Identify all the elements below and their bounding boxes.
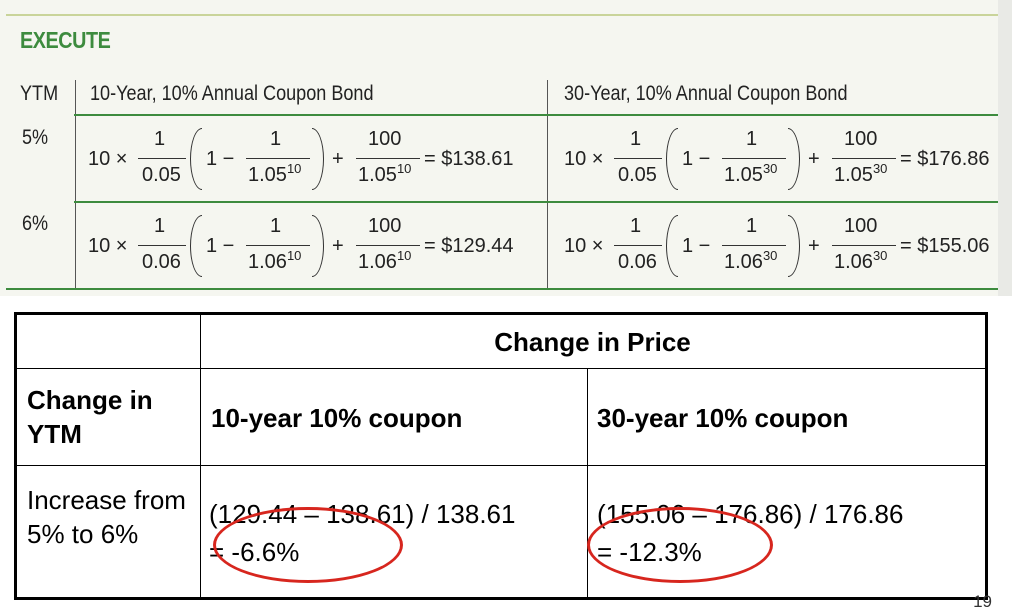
- left-paren: [666, 215, 678, 277]
- row-label: Increase from 5% to 6%: [27, 485, 186, 549]
- left-paren: [190, 128, 202, 190]
- plus-sign: +: [332, 235, 344, 257]
- fraction-bar: [614, 158, 662, 159]
- face-value: 100: [844, 128, 878, 150]
- fraction-numerator: 1: [270, 128, 282, 150]
- section-title: EXECUTE: [20, 27, 111, 53]
- page-edge: [998, 0, 1012, 296]
- discount-denominator: 1.0630: [834, 248, 888, 273]
- plus-sign: +: [332, 148, 344, 170]
- face-value: 100: [368, 128, 402, 150]
- change-in-price-table: Change in Price Change in YTM 10-year 10…: [14, 312, 988, 600]
- rate-denominator: 0.05: [618, 164, 657, 186]
- row-divider: [17, 465, 985, 466]
- face-value: 100: [368, 215, 402, 237]
- right-paren: [788, 215, 800, 277]
- discount-denominator: 1.0510: [358, 161, 412, 186]
- face-value: 100: [844, 215, 878, 237]
- col-divider: [587, 368, 588, 597]
- row-rule: [74, 201, 998, 203]
- row-header: Change in YTM: [27, 385, 153, 449]
- bond-price-formula: 10 × 1 0.05 1 − 1 1.0530 +100 1.0530 = $176.86: [562, 118, 1007, 204]
- discount-denominator: 1.0630: [724, 248, 778, 273]
- discount-denominator: 1.0610: [358, 248, 412, 273]
- bottom-rule: [6, 288, 998, 290]
- fraction-bar: [246, 245, 310, 246]
- left-paren: [666, 128, 678, 190]
- col-header-10yr: 10-year 10% coupon: [211, 403, 463, 433]
- fraction-bar: [614, 245, 662, 246]
- ytm-value: 6%: [22, 212, 49, 235]
- bond-price-formula: 10 × 1 0.06 1 − 1 1.0630 +100 1.0630 = $155.06: [562, 205, 1007, 291]
- fraction-bar: [246, 158, 310, 159]
- one-minus: 1 −: [206, 235, 235, 257]
- column-divider: [75, 80, 76, 290]
- fraction-numerator: 1: [154, 215, 166, 237]
- rate-denominator: 0.06: [618, 251, 657, 273]
- coupon-coefficient: 10 ×: [564, 148, 604, 170]
- bond30-header: 30-Year, 10% Annual Coupon Bond: [564, 82, 848, 105]
- col-divider: [200, 315, 201, 597]
- fraction-numerator: 1: [746, 128, 758, 150]
- right-paren: [312, 128, 324, 190]
- bond-price-formula: 10 × 1 0.06 1 − 1 1.0610 +100 1.0610 = $129.44: [86, 205, 541, 291]
- right-paren: [312, 215, 324, 277]
- group-header: Change in Price: [494, 327, 691, 357]
- discount-denominator: 1.0510: [248, 161, 302, 186]
- fraction-numerator: 1: [630, 215, 642, 237]
- header-rule: [74, 114, 998, 116]
- row-divider: [17, 368, 985, 369]
- col-header-30yr: 30-year 10% coupon: [597, 403, 849, 433]
- fraction-numerator: 1: [154, 128, 166, 150]
- column-divider: [547, 80, 548, 290]
- one-minus: 1 −: [206, 148, 235, 170]
- discount-denominator: 1.0530: [834, 161, 888, 186]
- price-result: = $155.06: [900, 235, 990, 257]
- ytm-value: 5%: [22, 126, 49, 149]
- fraction-numerator: 1: [270, 215, 282, 237]
- fraction-bar: [356, 245, 420, 246]
- page-number: 19: [973, 592, 992, 611]
- rate-denominator: 0.05: [142, 164, 181, 186]
- bond10-header: 10-Year, 10% Annual Coupon Bond: [90, 82, 374, 105]
- top-rule: [6, 14, 998, 16]
- fraction-bar: [722, 245, 786, 246]
- coupon-coefficient: 10 ×: [564, 235, 604, 257]
- fraction-bar: [138, 245, 186, 246]
- price-result: = $138.61: [424, 148, 514, 170]
- highlight-ellipse: [587, 507, 773, 583]
- price-result: = $129.44: [424, 235, 514, 257]
- ytm-header: YTM: [20, 82, 59, 105]
- fraction-bar: [356, 158, 420, 159]
- rate-denominator: 0.06: [142, 251, 181, 273]
- fraction-numerator: 1: [630, 128, 642, 150]
- bond-price-formula: 10 × 1 0.05 1 − 1 1.0510 +100 1.0510 = $138.61: [86, 118, 541, 204]
- fraction-bar: [138, 158, 186, 159]
- fraction-bar: [832, 158, 896, 159]
- one-minus: 1 −: [682, 148, 711, 170]
- fraction-bar: [722, 158, 786, 159]
- coupon-coefficient: 10 ×: [88, 148, 128, 170]
- discount-denominator: 1.0610: [248, 248, 302, 273]
- plus-sign: +: [808, 235, 820, 257]
- discount-denominator: 1.0530: [724, 161, 778, 186]
- textbook-excerpt: EXECUTE YTM 10-Year, 10% Annual Coupon B…: [0, 0, 1012, 296]
- plus-sign: +: [808, 148, 820, 170]
- highlight-ellipse: [213, 507, 403, 583]
- right-paren: [788, 128, 800, 190]
- one-minus: 1 −: [682, 235, 711, 257]
- coupon-coefficient: 10 ×: [88, 235, 128, 257]
- left-paren: [190, 215, 202, 277]
- fraction-numerator: 1: [746, 215, 758, 237]
- price-result: = $176.86: [900, 148, 990, 170]
- fraction-bar: [832, 245, 896, 246]
